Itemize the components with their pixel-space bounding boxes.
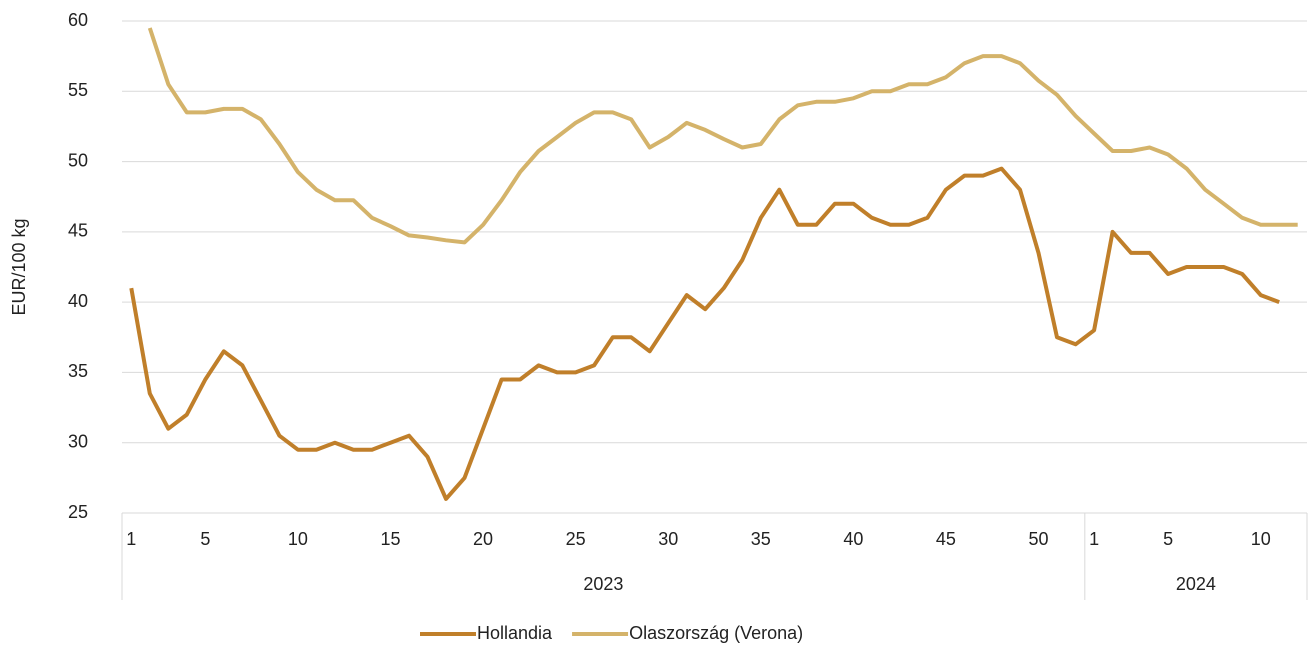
x-tick-label: 5 xyxy=(1163,529,1173,549)
y-axis-label: EUR/100 kg xyxy=(9,218,29,315)
y-tick-label: 35 xyxy=(68,361,88,381)
x-tick-label: 45 xyxy=(936,529,956,549)
y-tick-label: 60 xyxy=(68,10,88,30)
x-tick-label: 50 xyxy=(1029,529,1049,549)
y-tick-label: 45 xyxy=(68,221,88,241)
group-label: 2024 xyxy=(1176,574,1216,594)
y-tick-label: 40 xyxy=(68,291,88,311)
x-tick-label: 25 xyxy=(566,529,586,549)
x-tick-label: 20 xyxy=(473,529,493,549)
legend-label: Olaszország (Verona) xyxy=(629,623,803,643)
group-label: 2023 xyxy=(583,574,623,594)
y-tick-label: 55 xyxy=(68,80,88,100)
y-tick-label: 50 xyxy=(68,150,88,170)
series-line xyxy=(129,166,1280,501)
x-tick-label: 10 xyxy=(288,529,308,549)
x-tick-label: 30 xyxy=(658,529,678,549)
series-line xyxy=(147,27,1298,245)
legend-label: Hollandia xyxy=(477,623,553,643)
x-tick-label: 10 xyxy=(1251,529,1271,549)
x-tick-label: 1 xyxy=(1089,529,1099,549)
x-tick-label: 15 xyxy=(380,529,400,549)
y-tick-label: 25 xyxy=(68,502,88,522)
x-tick-label: 40 xyxy=(843,529,863,549)
x-tick-label: 5 xyxy=(200,529,210,549)
y-tick-label: 30 xyxy=(68,431,88,451)
x-tick-label: 1 xyxy=(126,529,136,549)
x-tick-label: 35 xyxy=(751,529,771,549)
